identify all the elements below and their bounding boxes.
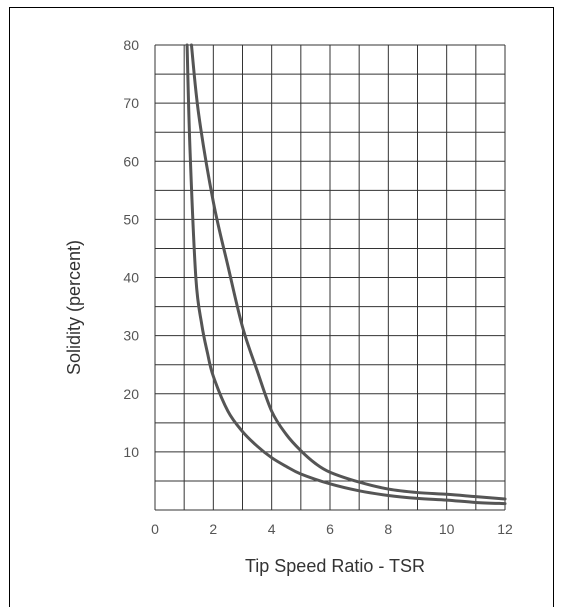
y-tick-label: 40 xyxy=(123,270,139,286)
x-tick-label: 4 xyxy=(268,521,276,537)
y-tick-label: 20 xyxy=(123,386,139,402)
x-tick-label: 0 xyxy=(151,521,159,537)
y-tick-label: 50 xyxy=(123,211,139,227)
y-tick-label: 70 xyxy=(123,95,139,111)
y-tick-label: 30 xyxy=(123,328,139,344)
upper-curve xyxy=(189,43,507,501)
solidity-tsr-chart: 0 2 4 6 8 10 12 10 20 30 40 50 60 70 80 Tip Speed Rati… xyxy=(64,37,513,576)
y-tick-label: 10 xyxy=(123,444,139,460)
lower-curve xyxy=(185,43,507,506)
x-tick-label: 12 xyxy=(497,521,513,537)
chart-frame xyxy=(9,7,554,607)
x-tick-label: 10 xyxy=(439,521,455,537)
x-tick-label: 6 xyxy=(326,521,334,537)
y-axis-label: Solidity (percent) xyxy=(64,240,84,375)
y-tick-label: 60 xyxy=(123,153,139,169)
curves xyxy=(185,43,507,506)
x-tick-label: 8 xyxy=(384,521,392,537)
grid xyxy=(154,44,506,511)
y-tick-label: 80 xyxy=(123,37,139,53)
x-axis-label: Tip Speed Ratio - TSR xyxy=(245,556,425,576)
x-tick-label: 2 xyxy=(209,521,217,537)
tick-labels: 0 2 4 6 8 10 12 10 20 30 40 50 60 70 80 xyxy=(123,37,513,537)
